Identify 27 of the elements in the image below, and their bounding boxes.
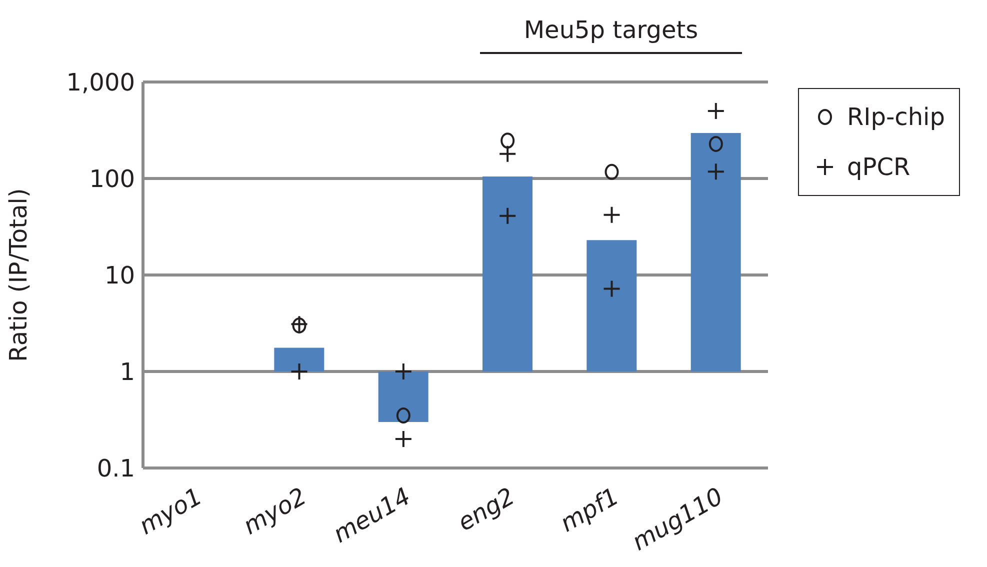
bar — [586, 240, 637, 372]
point — [706, 162, 725, 181]
y-axis-title: Ratio (IP/Total) — [4, 188, 33, 362]
point — [602, 280, 621, 298]
point — [706, 102, 725, 120]
bar — [378, 372, 428, 422]
y-tick-label: 10 — [104, 262, 135, 290]
legend-label: RIp-chip — [847, 103, 945, 131]
point — [500, 132, 515, 149]
bar — [274, 348, 324, 372]
point — [604, 164, 619, 180]
point — [602, 206, 621, 224]
point — [708, 136, 723, 152]
bar — [482, 176, 532, 372]
y-tick-label: 1,000 — [66, 68, 135, 97]
point — [394, 362, 412, 380]
bar — [690, 133, 741, 372]
legend-label: qPCR — [847, 153, 910, 181]
point — [394, 430, 412, 448]
y-tick-label: 100 — [89, 165, 135, 194]
y-tick-label: 1 — [120, 358, 135, 386]
point — [498, 206, 517, 225]
text: Meu5p targets — [522, 16, 700, 44]
y-tick-label: 0.1 — [96, 454, 135, 483]
point — [396, 407, 410, 424]
point — [290, 362, 308, 380]
point — [498, 144, 517, 163]
